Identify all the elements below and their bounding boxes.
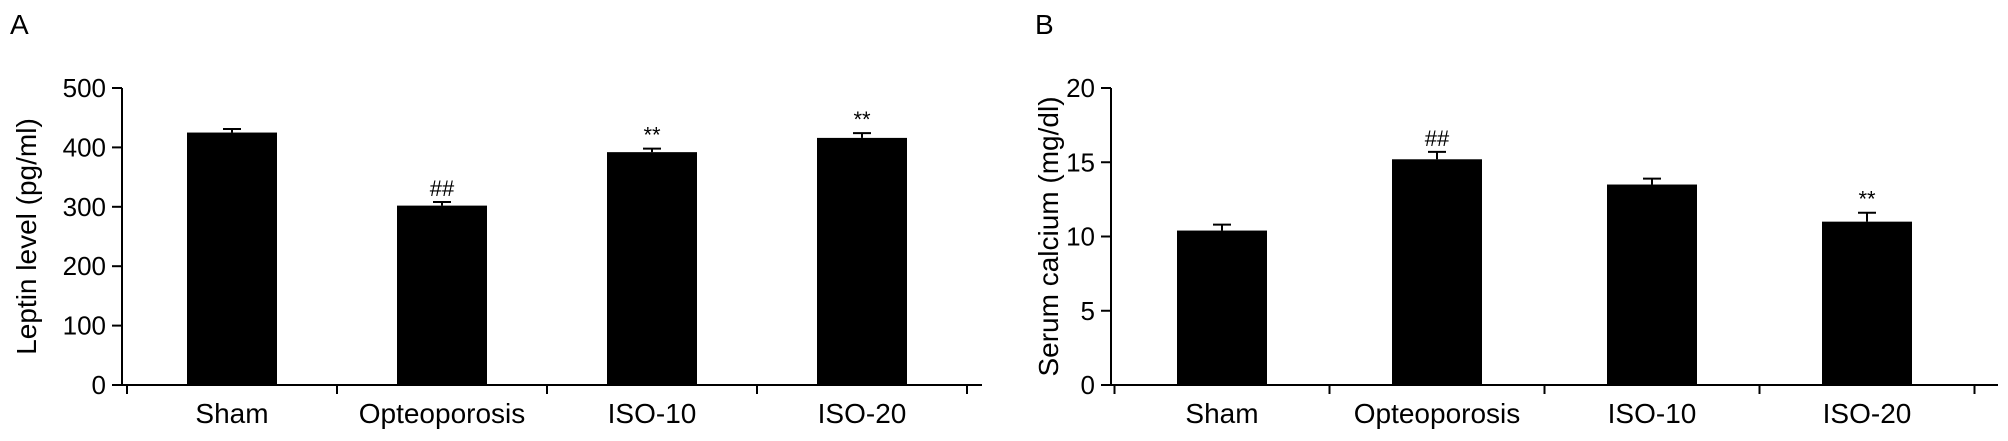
- x-tick-label: ISO-10: [1608, 398, 1697, 429]
- y-axis-title: Leptin level (pg/ml): [11, 118, 42, 355]
- significance-mark: **: [853, 107, 871, 132]
- y-tick-label: 500: [63, 73, 106, 103]
- x-tick-label: Sham: [1185, 398, 1258, 429]
- bar-sham: [1177, 230, 1267, 385]
- significance-mark: ##: [1425, 126, 1450, 151]
- y-tick-label: 100: [63, 311, 106, 341]
- y-tick-label: 200: [63, 251, 106, 281]
- panel-a: A Leptin level (pg/ml) 0 100 200 300 400 500 Sha…: [10, 9, 982, 429]
- y-tick-label: 10: [1066, 222, 1095, 252]
- y-tick-label: 300: [63, 192, 106, 222]
- x-tick-label: ISO-20: [818, 398, 907, 429]
- x-tick-label: ISO-20: [1823, 398, 1912, 429]
- bar-iso-10: [607, 152, 697, 385]
- bar-iso-20: [817, 137, 907, 385]
- bar-iso-20: [1822, 221, 1912, 385]
- significance-mark: **: [643, 123, 661, 148]
- panel-label: B: [1035, 9, 1054, 40]
- y-tick-label: 20: [1066, 73, 1095, 103]
- y-tick-label: 400: [63, 132, 106, 162]
- bar-opteoporosis: [1392, 159, 1482, 385]
- x-tick-label: Opteoporosis: [1354, 398, 1521, 429]
- panel-b: B Serum calcium (mg/dl) 0 5 10 15 20 Sham ## Opte…: [1033, 9, 1998, 429]
- x-tick-label: ISO-10: [608, 398, 697, 429]
- bar-iso-10: [1607, 184, 1697, 385]
- y-tick-label: 15: [1066, 147, 1095, 177]
- significance-mark: **: [1858, 187, 1876, 212]
- y-tick-label: 5: [1081, 296, 1095, 326]
- y-tick-label: 0: [92, 370, 106, 400]
- panel-label: A: [10, 9, 29, 40]
- y-tick-label: 0: [1081, 370, 1095, 400]
- bar-opteoporosis: [397, 205, 487, 385]
- bar-sham: [187, 132, 277, 385]
- y-axis-title: Serum calcium (mg/dl): [1033, 96, 1064, 376]
- significance-mark: ##: [430, 176, 455, 201]
- x-tick-label: Sham: [195, 398, 268, 429]
- x-tick-label: Opteoporosis: [359, 398, 526, 429]
